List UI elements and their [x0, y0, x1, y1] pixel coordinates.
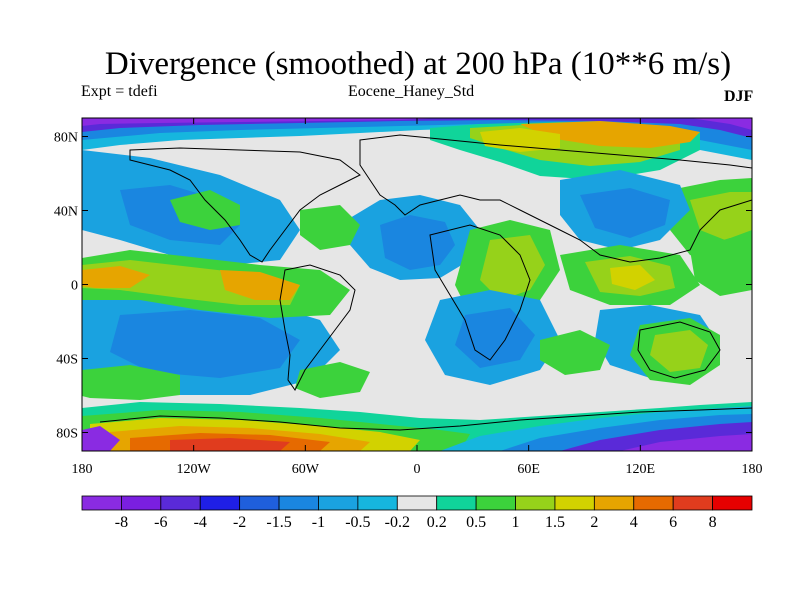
colorbar-level-label: 8: [709, 514, 717, 531]
colorbar-swatch: [81, 495, 122, 511]
north-positive-band-4: [480, 128, 560, 152]
africa-outline: [429, 224, 531, 361]
north-america-positive: [170, 190, 240, 230]
colorbar-level-label: -2: [233, 514, 246, 531]
colorbar-level-label: 1.5: [545, 514, 565, 531]
south-america-outline: [279, 264, 356, 391]
americas-positive-4: [220, 270, 300, 300]
colorbar-level-label: -8: [115, 514, 128, 531]
asia-positive-2: [690, 192, 752, 240]
south-polar-positive-6: [170, 438, 290, 451]
lon-tick-label: 120E: [626, 462, 656, 477]
colorbar-swatch: [278, 495, 319, 511]
north-polar-negative-5: [690, 118, 752, 130]
colorbar-swatch: [199, 495, 241, 511]
lon-tick-label: 60W: [292, 462, 320, 477]
north-america-outline: [129, 147, 361, 263]
colorbar-level-label: -0.5: [345, 514, 370, 531]
colorbar-level-label: -1.5: [266, 514, 291, 531]
colorbar-level-label: -4: [194, 514, 207, 531]
colorbar-swatch: [475, 495, 516, 511]
coastlines: [99, 134, 752, 431]
eurasia-outline: [359, 134, 752, 263]
south-mid-positive-2: [295, 362, 370, 398]
americas-positive-3: [82, 266, 150, 288]
north-polar-negative-4: [82, 118, 440, 126]
experiment-label: Expt = tdefi: [81, 83, 158, 100]
colorbar-level-label: 4: [630, 514, 638, 531]
equator-positive-east: [690, 238, 752, 296]
colorbar-swatch: [593, 495, 635, 511]
north-america-positive-2: [300, 205, 360, 250]
north-polar-negative-3: [82, 118, 752, 138]
lon-tick-label: 180: [742, 462, 763, 477]
run-name-label: Eocene_Haney_Std: [348, 83, 475, 100]
season-label: DJF: [724, 88, 754, 105]
lon-tick-label: 60E: [517, 462, 540, 477]
antarctica-outline: [99, 407, 752, 431]
australia-outline: [637, 321, 721, 379]
colorbar: -8 -6 -4 -2 -1.5 -1 -0.5 -0.2 0.2 0.5 1 1.5 2 4 6 8: [81, 495, 753, 531]
south-indian-positive: [540, 330, 610, 375]
south-pacific-negative-2: [110, 310, 300, 378]
lat-tick-label: 0: [71, 279, 78, 294]
south-polar-negative-4: [620, 434, 752, 451]
colorbar-swatch: [633, 495, 674, 511]
south-polar-negative-5: [82, 426, 120, 451]
colorbar-swatch: [160, 495, 201, 511]
lon-tick-label: 180: [72, 462, 93, 477]
south-mid-positive: [82, 365, 180, 400]
colorbar-level-label: 2: [590, 514, 598, 531]
colorbar-level-label: 1: [512, 514, 520, 531]
lon-tick-label: 120W: [177, 462, 212, 477]
colorbar-level-label: -6: [154, 514, 167, 531]
colorbar-level-label: -0.2: [385, 514, 410, 531]
colorbar-swatch: [121, 495, 162, 511]
lat-tick-label: 40N: [54, 205, 78, 220]
colorbar-swatch: [436, 495, 477, 511]
map-title: Divergence (smoothed) at 200 hPa (10**6 …: [104, 46, 732, 82]
lon-tick-label: 0: [414, 462, 421, 477]
north-atlantic-negative-2: [380, 215, 455, 270]
colorbar-level-label: 0.5: [466, 514, 486, 531]
colorbar-level-label: 6: [669, 514, 677, 531]
contour-field: [82, 118, 752, 451]
south-atlantic-negative-2: [455, 308, 535, 368]
colorbar-swatch: [712, 495, 753, 511]
colorbar-swatch: [554, 495, 595, 511]
colorbar-swatch: [318, 495, 359, 511]
colorbar-swatch: [357, 495, 398, 511]
colorbar-swatch: [672, 495, 713, 511]
colorbar-swatch: [515, 495, 556, 511]
colorbar-swatch: [239, 495, 280, 511]
colorbar-level-label: -1: [312, 514, 325, 531]
colorbar-swatch: [396, 495, 438, 511]
lat-tick-label: 40S: [56, 353, 78, 368]
mid-eur-negative-2: [580, 188, 670, 238]
map-axes: 80N 40N 0 40S 80S 180 120W 60W 0 60E 120E 180: [54, 118, 763, 477]
indian-positive-3: [610, 265, 655, 290]
north-positive-band-3: [520, 121, 700, 148]
colorbar-level-label: 0.2: [427, 514, 447, 531]
lat-tick-label: 80S: [56, 427, 78, 442]
lat-tick-label: 80N: [54, 131, 78, 146]
australia-positive-2: [650, 330, 708, 372]
